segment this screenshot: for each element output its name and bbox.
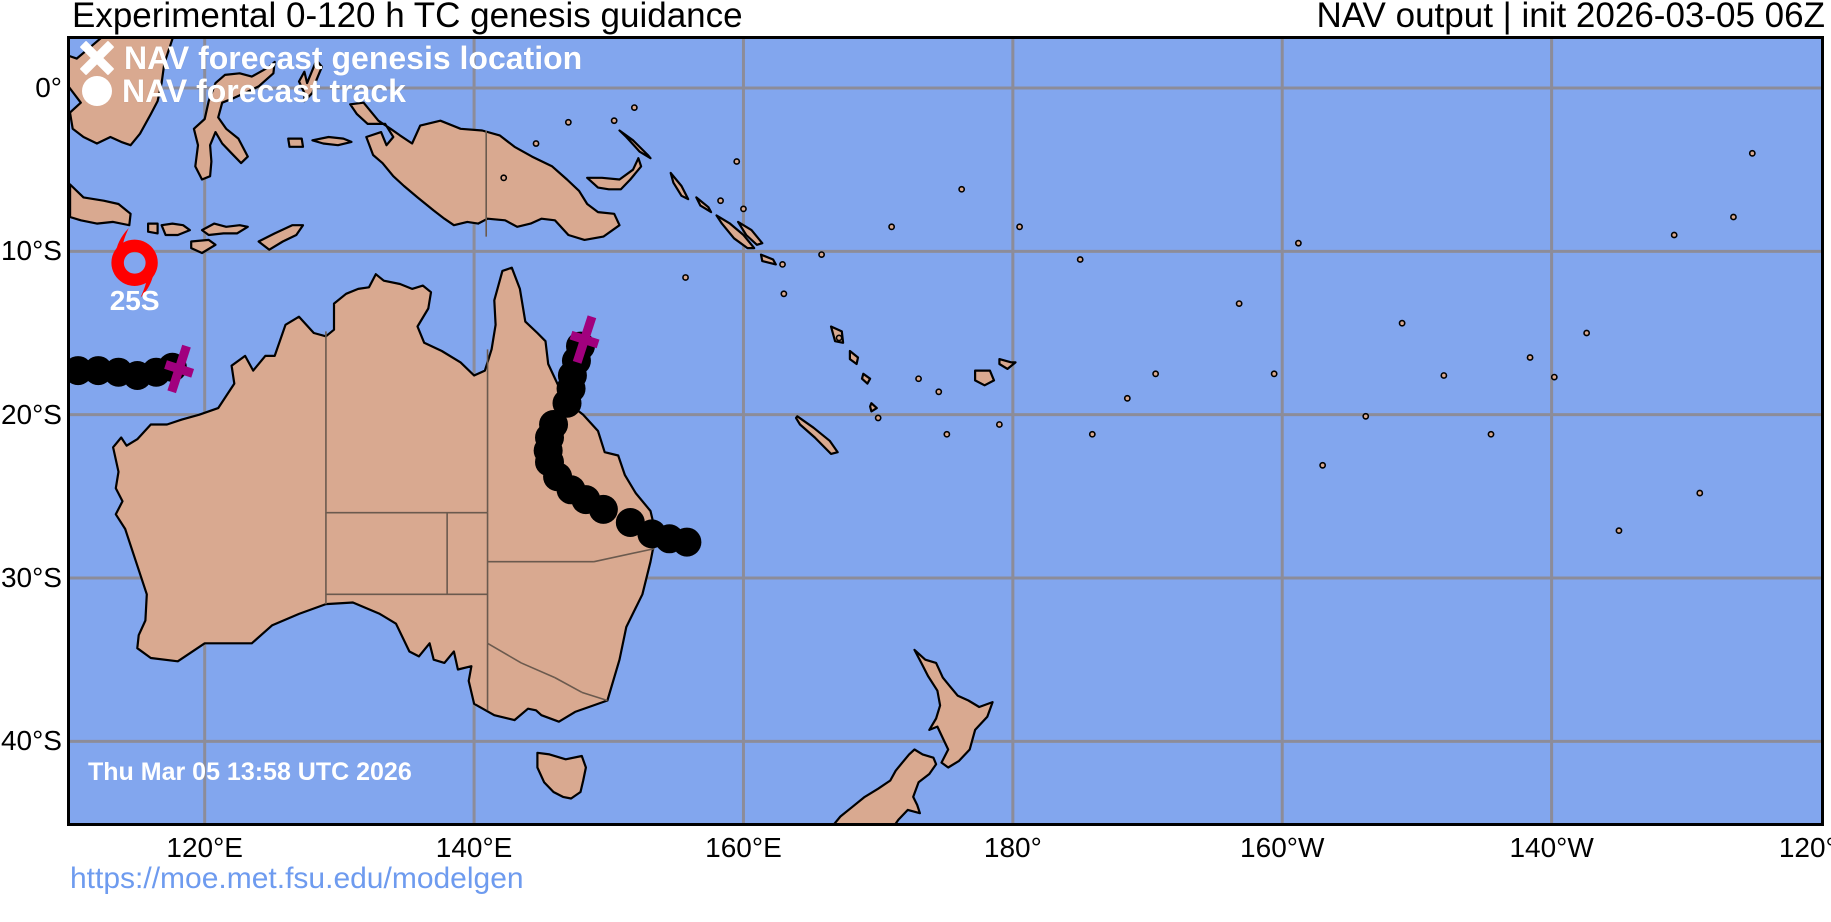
- lon-tick-label: 140°W: [1509, 832, 1594, 863]
- lat-tick-label: 10°S: [0, 235, 62, 267]
- legend-genesis-label: NAV forecast genesis location: [124, 39, 583, 76]
- page-title: Experimental 0-120 h TC genesis guidance: [72, 0, 743, 35]
- map-legend: NAV forecast genesis location NAV foreca…: [80, 41, 582, 108]
- genesis-markers: [164, 315, 600, 394]
- landmass-timor: [257, 224, 305, 251]
- landmass-lombok: [147, 222, 159, 235]
- track-marker: [672, 527, 702, 557]
- landmass-solomon1: [695, 196, 713, 214]
- model-init-title: NAV output | init 2026-03-05 06Z: [1316, 0, 1825, 35]
- landmass-vanuatu2: [848, 349, 860, 366]
- lon-tick-label: 120°E: [166, 832, 243, 863]
- x-marker-icon: [569, 315, 600, 364]
- forecast-tracks: [70, 331, 702, 557]
- landmass-fiji2: [998, 358, 1017, 370]
- lat-tick-label: 0°: [35, 72, 62, 103]
- landmass-sumatra: [70, 183, 132, 227]
- landmass-makira: [759, 253, 777, 266]
- landmass-sumba: [190, 238, 217, 255]
- lon-tick-label: 160°E: [705, 832, 782, 863]
- source-url-link[interactable]: https://moe.met.fsu.edu/modelgen: [70, 862, 524, 895]
- landmass-tasmania: [536, 751, 587, 800]
- legend-row-genesis: NAV forecast genesis location: [80, 41, 582, 75]
- track-marker: [615, 507, 645, 537]
- landmass-newireland: [618, 129, 652, 160]
- landmass-vanuatu4: [869, 402, 878, 413]
- tc-genesis-map[interactable]: NAV forecast genesis location NAV foreca…: [67, 36, 1824, 826]
- x-marker-icon: [164, 344, 195, 394]
- landmass-nz_south: [833, 748, 938, 823]
- legend-track-label: NAV forecast track: [122, 73, 406, 109]
- track-marker: [588, 494, 618, 524]
- landmass-nz_north: [913, 648, 994, 769]
- landmass-newbritain: [586, 157, 643, 191]
- landmass-newguinea: [349, 101, 621, 241]
- cyclone-icon: [111, 227, 158, 298]
- landmass-sulawesi: [192, 60, 276, 181]
- storm-name-label: 25S: [109, 284, 160, 316]
- landmass-solomon3: [737, 220, 764, 246]
- lat-tick-label: 40°S: [0, 725, 62, 757]
- landmass-sumbawa: [160, 222, 191, 237]
- map-timestamp: Thu Mar 05 13:58 UTC 2026: [88, 758, 412, 786]
- admin-borders: [325, 130, 655, 711]
- landmass-flores: [200, 222, 249, 237]
- landmass-solomon2: [715, 214, 756, 250]
- lat-tick-label: 20°S: [0, 398, 62, 430]
- legend-row-track: NAV forecast track: [80, 75, 582, 108]
- landmass-bougainville: [669, 171, 690, 201]
- map-canvas: [70, 39, 1821, 823]
- lon-tick-label: 180°: [983, 832, 1042, 863]
- small-islands: [500, 104, 1756, 535]
- landmass-halmahera: [297, 59, 323, 103]
- landmass-seram: [311, 135, 353, 147]
- active-storms: [111, 227, 158, 298]
- lat-tick-label: 30°S: [0, 562, 62, 593]
- lon-tick-label: 140°E: [435, 832, 513, 863]
- landmass-buru: [287, 137, 305, 148]
- lon-tick-label: 120°W: [1778, 832, 1831, 863]
- x-marker-icon: [80, 41, 114, 75]
- filled-circle-icon: [82, 76, 112, 107]
- landmass-vanuatu3: [860, 372, 872, 385]
- lon-tick-label: 160°W: [1240, 832, 1325, 863]
- landmass-newcaledonia: [794, 415, 839, 455]
- track-marker: [552, 388, 582, 418]
- landmass-australia: [112, 266, 657, 723]
- landmass-fiji1: [974, 369, 996, 387]
